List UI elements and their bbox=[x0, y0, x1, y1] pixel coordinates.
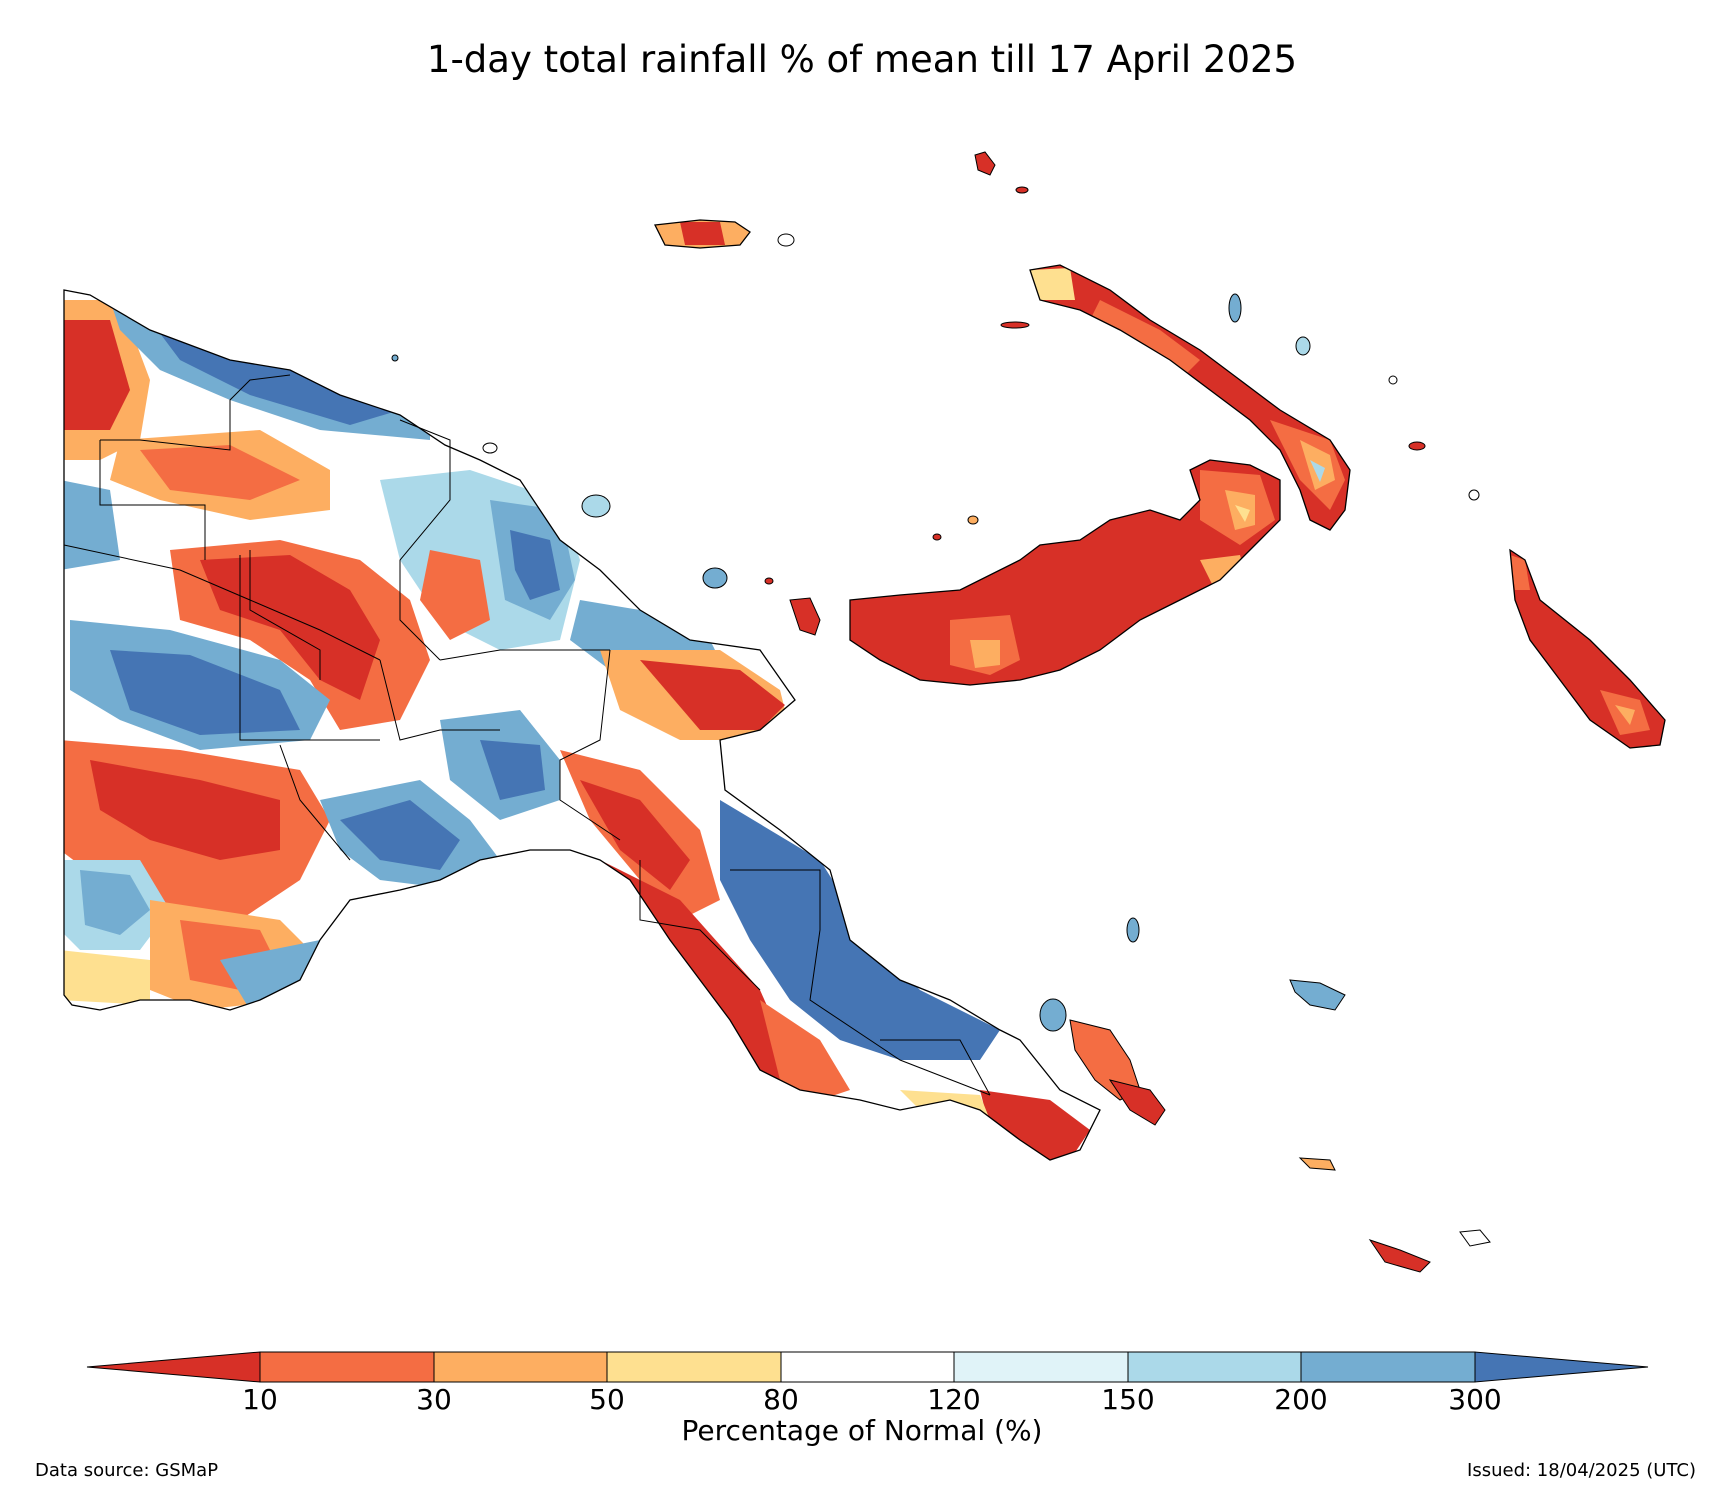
colorbar-tick: 300 bbox=[1448, 1383, 1502, 1416]
manus-island bbox=[655, 220, 750, 248]
issued-date-note: Issued: 18/04/2025 (UTC) bbox=[1467, 1460, 1696, 1481]
colorbar-bin-150-200 bbox=[1127, 1351, 1302, 1383]
colorbar-tick: 30 bbox=[416, 1383, 452, 1416]
map-title: 1-day total rainfall % of mean till 17 A… bbox=[426, 38, 1298, 81]
mainland-coastline bbox=[63, 289, 1101, 1161]
manus-coastline bbox=[654, 219, 751, 249]
small-islands bbox=[391, 151, 1491, 1273]
data-source-note: Data source: GSMaP bbox=[35, 1460, 219, 1481]
new-britain-coastline bbox=[849, 459, 1281, 686]
colorbar-bin-80-120 bbox=[780, 1351, 955, 1383]
colorbar-label: Percentage of Normal (%) bbox=[681, 1414, 1043, 1447]
new-britain-island bbox=[850, 460, 1280, 685]
new-ireland-coastline bbox=[1029, 264, 1351, 531]
mainland-new-guinea bbox=[64, 290, 1100, 1160]
colorbar-bin-30-50 bbox=[433, 1351, 608, 1383]
province-borders bbox=[63, 374, 991, 1096]
colorbar-tick: 10 bbox=[242, 1383, 278, 1416]
colorbar-bin-10-30 bbox=[259, 1351, 435, 1383]
colorbar-extend-low bbox=[86, 1351, 261, 1383]
colorbar-tick: 150 bbox=[1101, 1383, 1155, 1416]
bougainville-coastline bbox=[1509, 548, 1666, 749]
colorbar-tick: 50 bbox=[589, 1383, 625, 1416]
colorbar-tick: 120 bbox=[927, 1383, 981, 1416]
colorbar-bin-50-80 bbox=[606, 1351, 782, 1383]
colorbar-tick: 200 bbox=[1274, 1383, 1328, 1416]
colorbar-extend-high bbox=[1474, 1351, 1649, 1383]
colorbar bbox=[86, 1351, 1649, 1383]
bougainville-island bbox=[1510, 550, 1665, 748]
colorbar-bin-200-300 bbox=[1300, 1351, 1476, 1383]
colorbar-bin-120-150 bbox=[953, 1351, 1129, 1383]
colorbar-tick: 80 bbox=[763, 1383, 799, 1416]
